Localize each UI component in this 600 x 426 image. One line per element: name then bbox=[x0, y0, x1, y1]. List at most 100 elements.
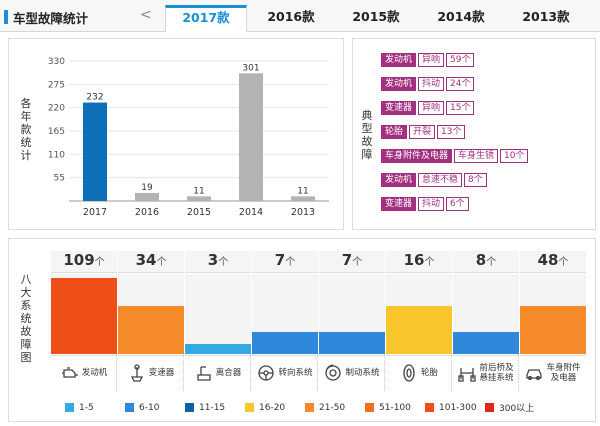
system-bar-area bbox=[520, 274, 586, 354]
tab-2017[interactable]: 2017款 bbox=[165, 5, 247, 33]
tab-2015[interactable]: 2015款 bbox=[352, 9, 400, 24]
fault-symptom-tag: 异响 bbox=[418, 101, 445, 115]
system-label: 离合器 bbox=[185, 355, 251, 389]
fault-item[interactable]: 车身附件及电器 车身生锈 10个 bbox=[381, 149, 529, 163]
tab-2013[interactable]: 2013款 bbox=[522, 9, 570, 24]
bar-2017[interactable] bbox=[83, 102, 107, 201]
legend-swatch bbox=[245, 403, 254, 412]
system-count: 7个 bbox=[319, 251, 385, 273]
system-column[interactable]: 7个制动系统 bbox=[319, 251, 385, 391]
fault-item[interactable]: 发动机 怠速不稳 8个 bbox=[381, 173, 487, 187]
system-count-value: 7 bbox=[341, 251, 353, 269]
fault-item[interactable]: 变速器 异响 15个 bbox=[381, 101, 475, 115]
system-column[interactable]: 34个 变速器 bbox=[118, 251, 184, 391]
system-column[interactable]: 109个 发动机 bbox=[51, 251, 117, 391]
prev-arrow-icon[interactable]: < bbox=[140, 7, 152, 23]
legend-label: 11-15 bbox=[199, 402, 226, 413]
bar-2016[interactable] bbox=[135, 192, 159, 201]
legend-item: 1-5 bbox=[65, 401, 125, 414]
system-label: 制动系统 bbox=[319, 355, 385, 389]
fault-category-tag: 发动机 bbox=[381, 173, 417, 187]
system-count: 16个 bbox=[386, 251, 452, 273]
system-column[interactable]: 7个转向系统 bbox=[252, 251, 318, 391]
legend-label: 21-50 bbox=[319, 402, 346, 413]
system-count: 8个 bbox=[453, 251, 519, 273]
x-tick-label: 2013 bbox=[291, 207, 315, 218]
legend-item: 11-15 bbox=[185, 401, 245, 414]
y-tick-label: 220 bbox=[48, 104, 65, 114]
y-tick-label: 110 bbox=[48, 150, 65, 160]
system-count-value: 48 bbox=[537, 251, 559, 269]
system-bar-area bbox=[118, 274, 184, 354]
system-count: 3个 bbox=[185, 251, 251, 273]
system-count: 7个 bbox=[252, 251, 318, 273]
legend-label: 51-100 bbox=[379, 402, 411, 413]
steering-wheel-icon bbox=[258, 364, 275, 381]
year-panel-vertical-label: 各年款统计 bbox=[20, 97, 32, 162]
system-count-unit: 个 bbox=[156, 257, 167, 268]
page-title: 车型故障统计 bbox=[13, 11, 89, 26]
legend-item: 300以上 bbox=[485, 401, 545, 414]
fault-count-tag: 8个 bbox=[464, 173, 487, 187]
bar-value-label: 19 bbox=[141, 183, 153, 193]
fault-item[interactable]: 变速器 抖动 6个 bbox=[381, 197, 469, 211]
system-count-value: 8 bbox=[475, 251, 487, 269]
system-count-unit: 个 bbox=[218, 257, 229, 268]
system-bar bbox=[386, 306, 452, 354]
tab-2016[interactable]: 2016款 bbox=[267, 9, 315, 24]
system-count-unit: 个 bbox=[94, 257, 105, 268]
eight-systems-panel: 八大系统故障图 109个 发动机 34个 变速器 3个 离合器 7个 转向系统 7个 制动系统 16… bbox=[8, 238, 596, 422]
system-name: 制动系统 bbox=[345, 367, 380, 378]
fault-category-tag: 车身附件及电器 bbox=[381, 149, 453, 163]
system-count-value: 16 bbox=[403, 251, 425, 269]
system-bar-area bbox=[252, 274, 318, 354]
engine-icon bbox=[61, 366, 78, 378]
legend-item: 21-50 bbox=[305, 401, 365, 414]
fault-count-tag: 59个 bbox=[446, 53, 475, 67]
system-column[interactable]: 3个离合器 bbox=[185, 251, 251, 391]
fault-symptom-tag: 抖动 bbox=[418, 77, 445, 91]
system-bar bbox=[252, 331, 318, 354]
tab-2014[interactable]: 2014款 bbox=[437, 9, 485, 24]
fault-count-tag: 10个 bbox=[500, 149, 529, 163]
system-label: 车身附件 及电器 bbox=[520, 355, 586, 389]
system-count-unit: 个 bbox=[486, 257, 497, 268]
year-stats-panel: 各年款统计 55 110 165 220 275 330 232 2017 19 2016 11 20… bbox=[8, 38, 344, 230]
bar-2014[interactable] bbox=[239, 73, 263, 201]
gear-shift-icon bbox=[130, 363, 143, 382]
bar-2015[interactable] bbox=[187, 196, 211, 201]
system-bar bbox=[319, 331, 385, 354]
legend-swatch bbox=[185, 403, 194, 412]
y-tick-label: 275 bbox=[48, 80, 65, 90]
system-label: 转向系统 bbox=[252, 355, 318, 389]
system-column[interactable]: 16个轮胎 bbox=[386, 251, 452, 391]
system-count-unit: 个 bbox=[558, 257, 569, 268]
fault-item[interactable]: 轮胎 开裂 13个 bbox=[381, 125, 466, 139]
system-count-unit: 个 bbox=[352, 257, 363, 268]
legend-item: 101-300 bbox=[425, 401, 485, 414]
bar-value-label: 11 bbox=[297, 186, 308, 196]
legend-label: 101-300 bbox=[439, 402, 477, 413]
system-column[interactable]: 48个车身附件 及电器 bbox=[520, 251, 586, 391]
system-name: 轮胎 bbox=[420, 367, 438, 378]
fault-item[interactable]: 发动机 抖动 24个 bbox=[381, 77, 475, 91]
fault-count-tag: 13个 bbox=[437, 125, 466, 139]
legend-swatch bbox=[425, 403, 434, 412]
clutch-icon bbox=[197, 365, 211, 381]
system-name: 变速器 bbox=[148, 367, 175, 378]
legend-swatch bbox=[485, 403, 494, 412]
fault-category-tag: 发动机 bbox=[381, 77, 417, 91]
bar-2013[interactable] bbox=[291, 196, 315, 201]
title-marker bbox=[4, 10, 8, 24]
system-bar bbox=[51, 278, 117, 354]
system-bar bbox=[520, 306, 586, 354]
systems-grid: 109个 发动机 34个 变速器 3个 离合器 7个 转向系统 7个 制动系统 16个 轮胎 8个 前后桥… bbox=[51, 251, 586, 391]
tire-icon bbox=[403, 363, 415, 382]
x-tick-label: 2017 bbox=[83, 207, 107, 218]
typical-faults-panel: 典型故障 发动机 异响 59个 发动机 抖动 24个 变速器 异响 15个 轮胎 开裂 13个 车身附件… bbox=[352, 38, 596, 230]
fault-item[interactable]: 发动机 异响 59个 bbox=[381, 53, 475, 67]
year-bar-chart: 55 110 165 220 275 330 232 2017 19 2016 11 2015 301 2… bbox=[48, 57, 329, 218]
legend-label: 6-10 bbox=[139, 402, 160, 413]
system-column[interactable]: 8个 前后桥及 悬挂系统 bbox=[453, 251, 519, 391]
